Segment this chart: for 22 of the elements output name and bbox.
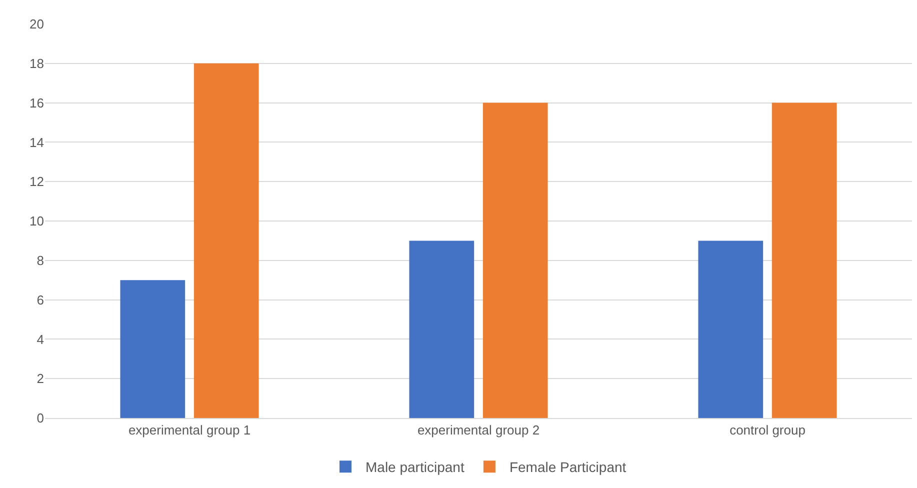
y-tick-label: 6 [36, 292, 44, 308]
y-tick-label: 4 [36, 332, 44, 347]
x-tick-label: experimental group 1 [128, 422, 251, 438]
bar [120, 280, 186, 418]
y-tick-label: 20 [30, 16, 44, 32]
y-tick-label: 2 [36, 371, 44, 386]
x-tick-label: experimental group 2 [417, 422, 540, 438]
bar [409, 240, 474, 418]
y-tick-label: 8 [36, 252, 44, 268]
y-tick-label: 12 [30, 174, 44, 190]
legend-label: Female Participant [509, 459, 626, 476]
y-tick-label: 0 [36, 410, 44, 426]
bar [698, 240, 764, 418]
y-tick-label: 10 [30, 214, 44, 229]
x-tick-label: control group [730, 422, 806, 438]
bar [194, 63, 259, 418]
y-tick-label: 18 [30, 56, 44, 71]
y-tick-label: 14 [30, 134, 44, 150]
y-tick-label: 16 [30, 95, 44, 110]
bar [772, 102, 837, 418]
legend-label: Male participant [366, 459, 464, 476]
bar [482, 102, 548, 418]
